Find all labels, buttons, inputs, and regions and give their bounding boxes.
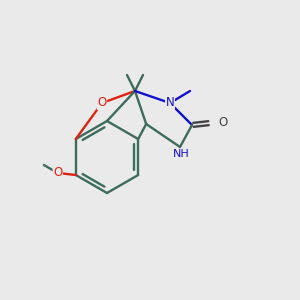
Text: N: N <box>166 97 174 110</box>
Text: O: O <box>218 116 227 130</box>
Text: O: O <box>98 97 106 110</box>
Text: O: O <box>53 166 62 178</box>
Text: NH: NH <box>172 149 189 159</box>
